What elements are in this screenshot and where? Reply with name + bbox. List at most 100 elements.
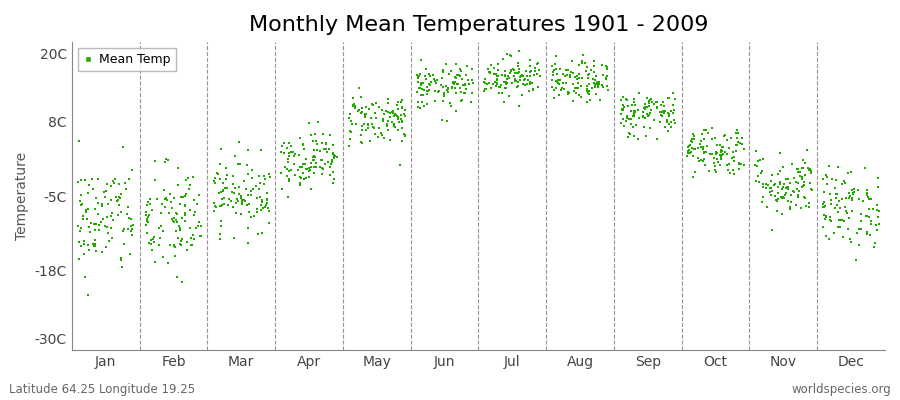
Point: [186, 236, 201, 242]
Point: [225, 204, 239, 210]
Point: [295, 164, 310, 170]
Point: [104, 213, 118, 219]
Point: [440, 118, 454, 124]
Point: [220, 185, 235, 192]
Point: [440, 85, 454, 92]
Point: [315, 165, 329, 171]
Point: [366, 125, 381, 132]
Point: [292, 180, 307, 186]
Point: [426, 71, 440, 78]
Point: [702, 168, 716, 174]
Point: [566, 81, 580, 87]
Point: [454, 76, 469, 83]
Point: [623, 131, 637, 138]
Point: [411, 79, 426, 86]
Point: [412, 85, 427, 91]
Point: [802, 166, 816, 173]
Point: [732, 166, 746, 173]
Point: [226, 173, 240, 179]
Point: [838, 180, 852, 186]
Point: [464, 66, 479, 72]
Point: [845, 197, 859, 204]
Point: [417, 87, 431, 93]
Point: [504, 53, 518, 60]
Point: [842, 195, 856, 202]
Point: [166, 242, 181, 249]
Point: [598, 75, 613, 81]
Point: [699, 149, 714, 155]
Point: [631, 106, 645, 113]
Point: [307, 153, 321, 160]
Point: [803, 166, 817, 172]
Point: [805, 187, 819, 193]
Point: [323, 164, 338, 170]
Point: [140, 218, 154, 224]
Point: [72, 239, 86, 245]
Point: [111, 196, 125, 203]
Point: [487, 64, 501, 71]
Point: [106, 180, 121, 186]
Point: [653, 109, 668, 115]
Point: [751, 158, 765, 165]
Point: [274, 169, 289, 176]
Point: [616, 102, 630, 108]
Point: [157, 187, 171, 194]
Point: [482, 80, 497, 86]
Point: [787, 188, 801, 194]
Point: [327, 153, 341, 159]
Point: [104, 183, 119, 189]
Point: [516, 73, 530, 79]
Point: [229, 200, 243, 206]
Point: [123, 216, 138, 222]
Point: [618, 96, 633, 103]
Point: [119, 186, 133, 192]
Point: [504, 68, 518, 74]
Point: [76, 216, 90, 222]
Point: [381, 109, 395, 115]
Point: [109, 194, 123, 200]
Point: [140, 216, 154, 222]
Point: [793, 169, 807, 176]
Point: [512, 68, 526, 75]
Point: [282, 140, 296, 146]
Point: [274, 186, 289, 192]
Point: [788, 175, 802, 182]
Point: [239, 186, 254, 193]
Y-axis label: Temperature: Temperature: [15, 152, 29, 240]
Point: [214, 218, 229, 224]
Point: [156, 254, 170, 260]
Point: [293, 182, 308, 188]
Point: [767, 182, 781, 188]
Point: [564, 68, 579, 75]
Point: [842, 190, 856, 196]
Point: [522, 80, 536, 87]
Point: [580, 99, 594, 106]
Point: [574, 60, 589, 66]
Point: [511, 79, 526, 85]
Point: [727, 171, 742, 177]
Point: [869, 222, 884, 229]
Point: [70, 179, 85, 185]
Point: [822, 236, 836, 243]
Point: [234, 195, 248, 201]
Point: [650, 99, 664, 105]
Point: [328, 176, 342, 182]
Point: [112, 202, 126, 208]
Point: [841, 226, 855, 232]
Point: [76, 213, 91, 220]
Point: [734, 161, 749, 167]
Point: [215, 201, 230, 208]
Point: [759, 181, 773, 188]
Point: [436, 92, 451, 99]
Point: [640, 104, 654, 111]
Point: [650, 136, 664, 142]
Point: [816, 204, 831, 210]
Point: [656, 99, 670, 106]
Point: [209, 204, 223, 210]
Point: [523, 63, 537, 70]
Point: [775, 211, 789, 217]
Point: [388, 110, 402, 117]
Point: [762, 189, 777, 195]
Point: [105, 178, 120, 184]
Point: [647, 101, 662, 107]
